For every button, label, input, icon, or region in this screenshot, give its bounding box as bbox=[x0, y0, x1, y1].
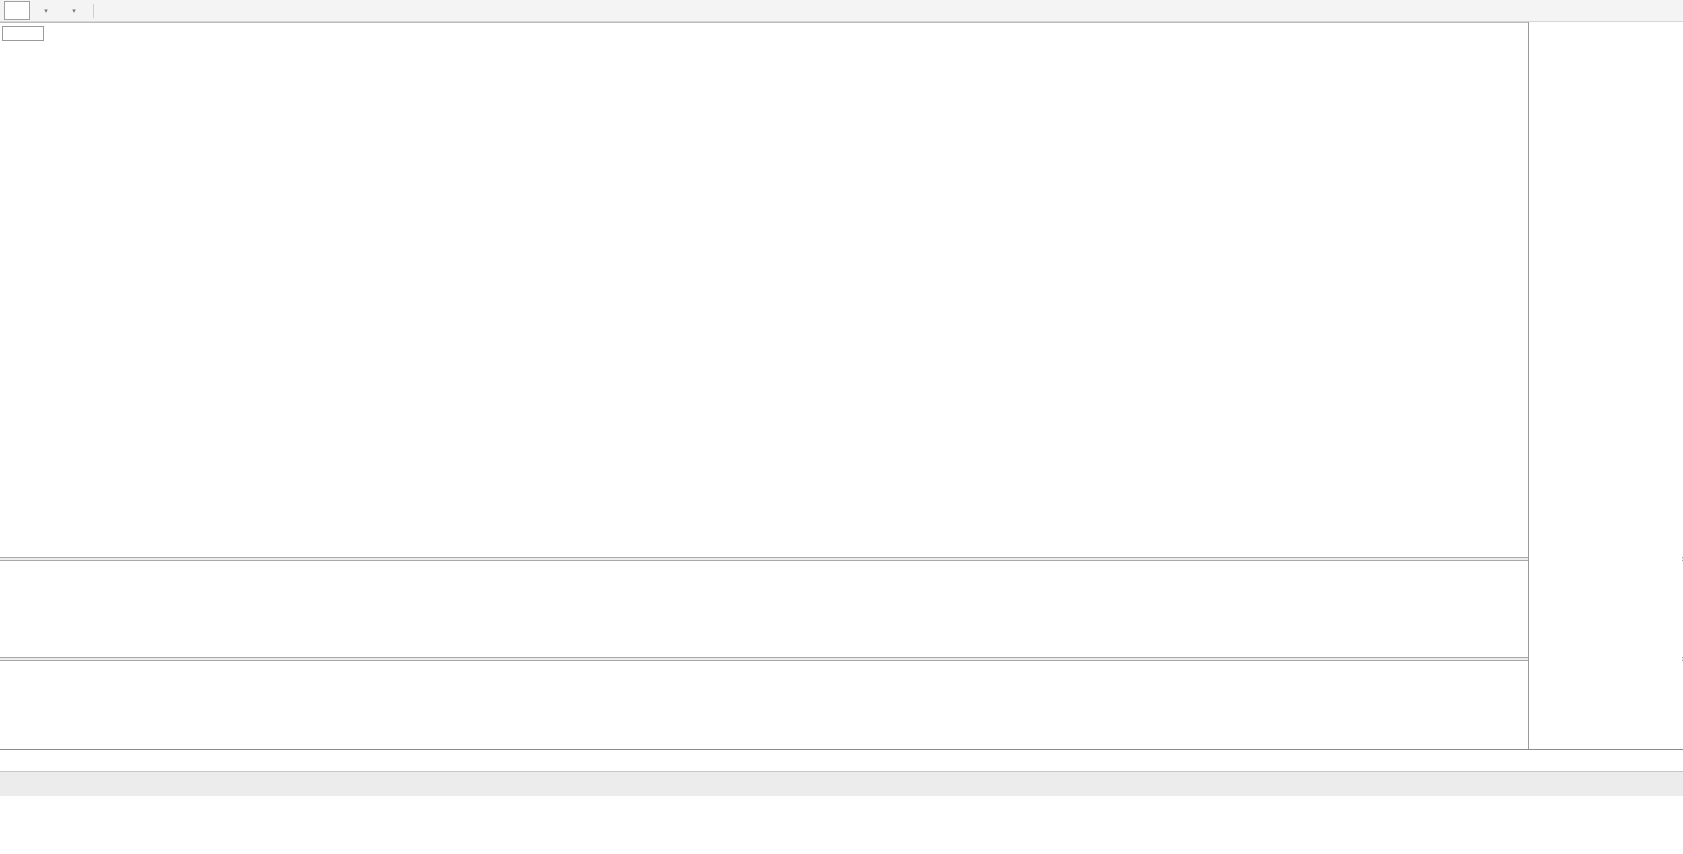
cursor-tool-button[interactable]: ▾ bbox=[32, 1, 58, 20]
macd-indicator-pane[interactable] bbox=[0, 661, 1528, 749]
price-scale-separator bbox=[1528, 22, 1529, 749]
crosshair-tool-button[interactable]: ▾ bbox=[60, 1, 86, 20]
chevron-down-icon: ▾ bbox=[44, 7, 48, 15]
chart-title-strip[interactable] bbox=[2, 26, 44, 41]
main-chart-area[interactable] bbox=[0, 22, 1528, 558]
chevron-down-icon: ▾ bbox=[72, 7, 76, 15]
pane-divider[interactable] bbox=[0, 657, 1683, 661]
candlestick-chart[interactable] bbox=[0, 23, 1528, 558]
rsi-indicator-pane[interactable] bbox=[0, 561, 1528, 657]
macd-plot[interactable] bbox=[0, 661, 1528, 749]
chart-tab-bar bbox=[0, 771, 1683, 796]
price-scale[interactable] bbox=[1529, 22, 1682, 749]
rsi-plot[interactable] bbox=[0, 561, 1528, 657]
toolbar-separator bbox=[93, 3, 94, 18]
pane-divider[interactable] bbox=[0, 557, 1683, 561]
time-scale[interactable] bbox=[0, 749, 1683, 771]
top-toolbar: ▾ ▾ bbox=[0, 0, 1683, 22]
chart-tool-button[interactable] bbox=[4, 1, 30, 20]
